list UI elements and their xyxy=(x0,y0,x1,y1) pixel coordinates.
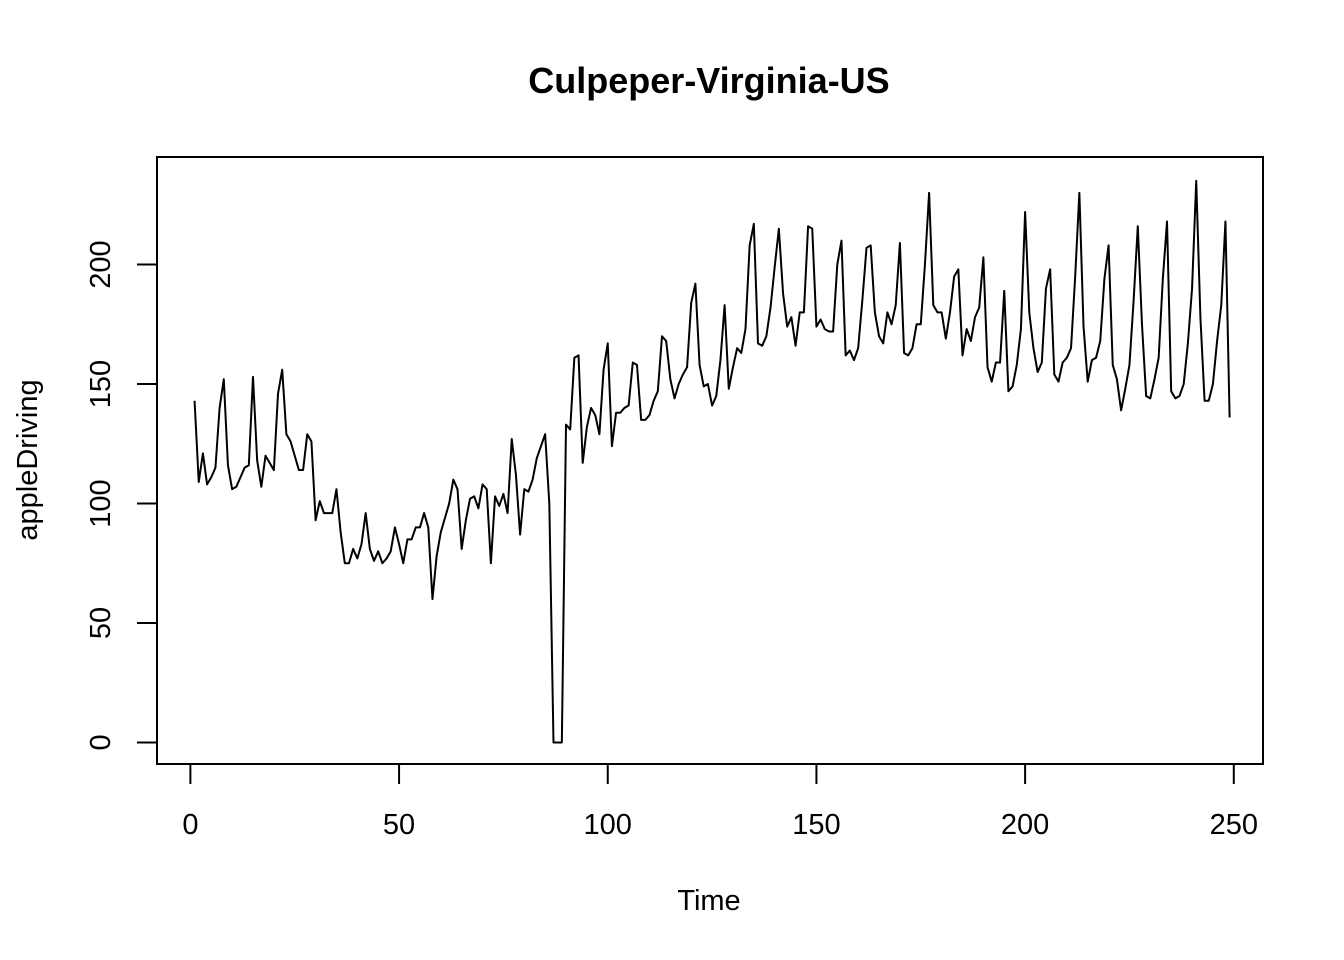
x-tick-label: 200 xyxy=(1001,809,1049,841)
plot-frame xyxy=(156,156,1264,765)
x-tick-label: 0 xyxy=(182,809,198,841)
y-axis: 0 50 100 150 200 xyxy=(85,240,158,751)
y-tick-label: 50 xyxy=(85,607,117,639)
y-tick-label: 100 xyxy=(85,479,117,527)
y-tick-label: 150 xyxy=(85,360,117,408)
x-axis-label: Time xyxy=(677,885,740,917)
x-tick-label: 250 xyxy=(1210,809,1258,841)
x-tick-label: 150 xyxy=(792,809,840,841)
y-axis-label: appleDriving xyxy=(12,379,44,540)
series-line xyxy=(193,179,1231,744)
x-tick-label: 50 xyxy=(383,809,415,841)
y-tick-label: 0 xyxy=(85,734,117,750)
chart-title: Culpeper-Virginia-US xyxy=(528,60,889,101)
x-tick-label: 100 xyxy=(584,809,632,841)
series-layer xyxy=(193,179,1231,744)
x-axis: 0 50 100 150 200 250 xyxy=(182,763,1258,841)
y-tick-label: 200 xyxy=(85,240,117,288)
